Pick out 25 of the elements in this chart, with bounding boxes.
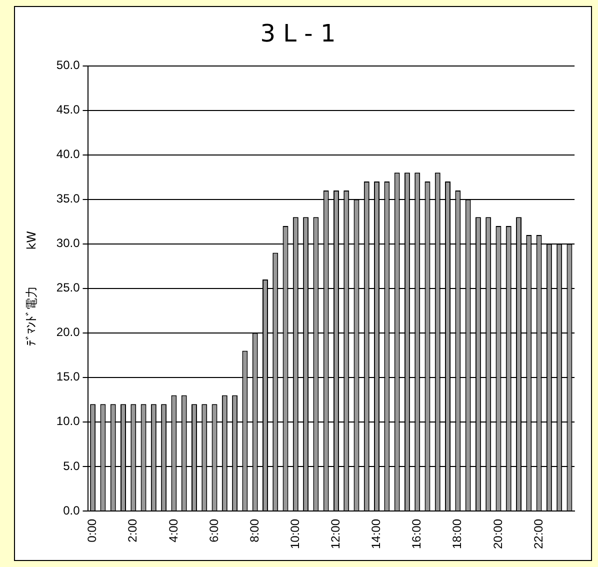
x-tick-label: 0:00 [85,518,100,542]
x-tick-label: 14:00 [369,518,384,549]
y-tick-label: 35.0 [56,192,80,206]
y-tick-label: 45.0 [56,102,80,117]
x-tick-label: 22:00 [531,518,546,549]
y-tick-label: 25.0 [56,280,80,295]
y-tick-label: 20.0 [56,325,80,340]
x-tick-label: 10:00 [288,518,302,549]
x-tick-label: 4:00 [166,518,180,542]
y-tick-label: 0.0 [63,503,80,518]
x-tick-label: 16:00 [410,518,424,549]
y-tick-label: 5.0 [63,458,80,473]
chart-title: 3 L - 1 [260,20,336,48]
y-tick-label: 10.0 [56,414,80,428]
y-tick-label: 30.0 [56,236,80,250]
x-tick-label: 18:00 [450,518,464,549]
y-axis-title: ﾃﾞﾏﾝﾄﾞ電力 kW [24,230,38,346]
x-tick-label: 2:00 [126,518,140,542]
x-tick-label: 12:00 [328,518,343,549]
x-tick-label: 6:00 [206,518,221,542]
y-tick-label: 15.0 [56,370,80,384]
y-tick-label: 50.0 [56,58,80,72]
x-tick-label: 20:00 [490,518,505,549]
x-tick-label: 8:00 [247,518,262,542]
y-tick-label: 40.0 [56,147,80,162]
